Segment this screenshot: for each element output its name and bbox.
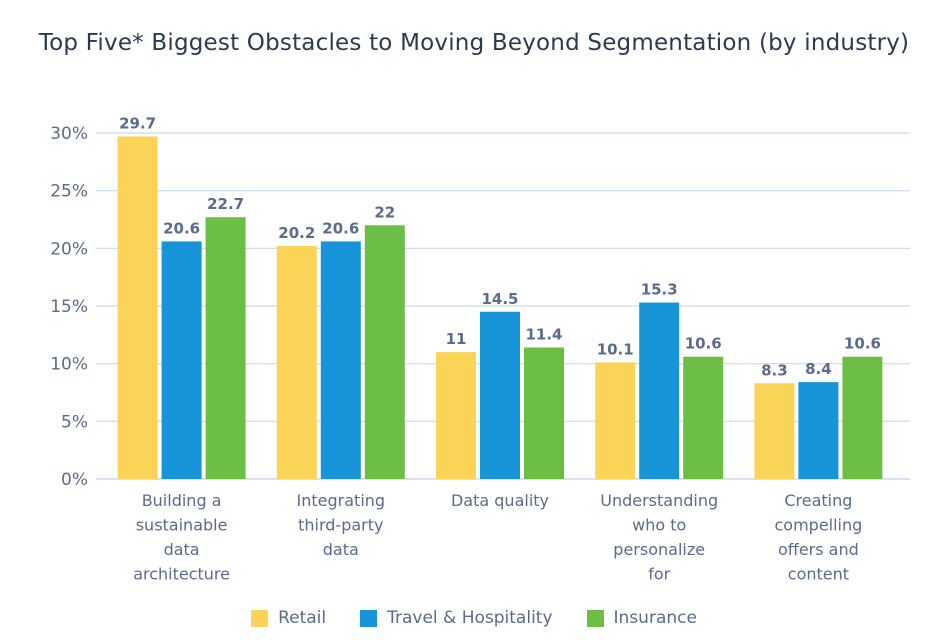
x-category-label: third-party	[298, 516, 383, 535]
legend-label-travel: Travel & Hospitality	[387, 608, 553, 628]
data-label: 10.6	[844, 335, 881, 353]
x-category-label: Building a	[142, 491, 222, 510]
data-label: 15.3	[641, 281, 678, 299]
y-tick-label: 15%	[50, 297, 88, 317]
y-tick-label: 30%	[50, 124, 88, 144]
x-category-label: who to	[632, 516, 686, 535]
x-category-label: for	[648, 565, 670, 584]
legend-label-insurance: Insurance	[613, 608, 697, 628]
bar-travel	[798, 382, 839, 479]
bar-travel	[161, 241, 202, 479]
bar-retail	[436, 352, 476, 479]
y-tick-label: 25%	[50, 182, 88, 202]
bar-insurance	[364, 225, 405, 479]
bar-insurance	[683, 356, 724, 479]
bar-retail	[595, 362, 636, 479]
x-category-label: data	[323, 540, 359, 559]
bar-insurance	[205, 217, 246, 479]
bar-retail	[117, 136, 158, 479]
data-label: 10.1	[597, 341, 634, 359]
legend-label-retail: Retail	[278, 608, 327, 628]
legend-swatch-travel	[360, 609, 378, 627]
data-label: 20.6	[163, 219, 200, 237]
x-category-label: Data quality	[451, 491, 549, 510]
legend: Retail Travel & Hospitality Insurance	[0, 608, 948, 628]
x-category-label: content	[788, 565, 849, 584]
x-category-label: offers and	[778, 540, 859, 559]
bar-travel	[639, 302, 680, 479]
bar-travel	[480, 311, 520, 479]
bar-travel	[320, 241, 361, 479]
data-label: 8.4	[805, 360, 832, 378]
bar-insurance	[524, 347, 564, 479]
data-label: 11	[446, 330, 467, 348]
bar-insurance	[842, 356, 883, 479]
legend-swatch-retail	[251, 609, 269, 627]
data-label: 8.3	[761, 361, 788, 379]
y-tick-label: 20%	[50, 239, 88, 259]
bar-retail	[276, 246, 317, 479]
x-category-label: Understanding	[600, 491, 718, 510]
legend-item-insurance: Insurance	[586, 608, 697, 628]
x-category-label: data	[164, 540, 200, 559]
data-label: 22	[374, 203, 395, 221]
x-category-label: architecture	[133, 565, 230, 584]
y-tick-label: 0%	[61, 470, 88, 490]
data-label: 22.7	[207, 195, 244, 213]
legend-item-travel: Travel & Hospitality	[360, 608, 553, 628]
data-label: 20.2	[278, 224, 315, 242]
x-category-label: compelling	[774, 516, 862, 535]
x-category-label: sustainable	[136, 516, 228, 535]
legend-swatch-insurance	[586, 609, 604, 627]
bar-retail	[754, 383, 795, 479]
data-label: 14.5	[481, 290, 518, 308]
legend-item-retail: Retail	[251, 608, 326, 628]
y-tick-label: 5%	[61, 412, 88, 432]
x-category-label: personalize	[613, 540, 705, 559]
data-label: 10.6	[685, 335, 722, 353]
data-label: 29.7	[119, 114, 156, 132]
chart-title: Top Five* Biggest Obstacles to Moving Be…	[38, 30, 910, 56]
data-label: 20.6	[322, 219, 359, 237]
y-tick-label: 10%	[50, 355, 88, 375]
x-category-label: Creating	[784, 491, 852, 510]
data-label: 11.4	[525, 326, 562, 344]
x-category-label: Integrating	[297, 491, 386, 510]
